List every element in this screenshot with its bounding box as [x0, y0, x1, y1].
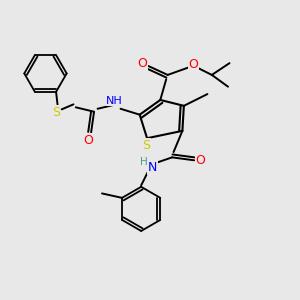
Text: S: S [142, 139, 151, 152]
Text: NH: NH [106, 96, 123, 106]
Text: O: O [196, 154, 206, 167]
Text: H: H [140, 158, 148, 167]
Text: O: O [189, 58, 199, 70]
Text: O: O [83, 134, 93, 147]
Text: N: N [148, 161, 157, 174]
Text: O: O [137, 57, 147, 70]
Text: S: S [52, 106, 60, 119]
